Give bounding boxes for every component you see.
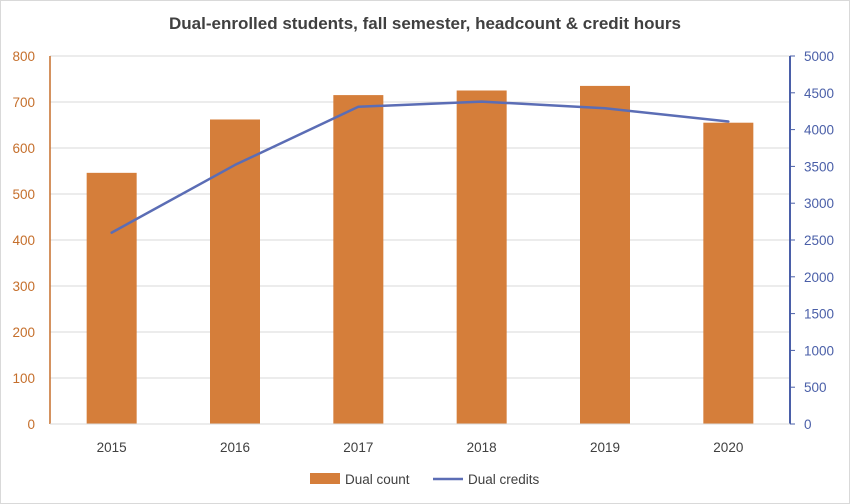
axes: 0 100 200 300 400 500 600 700 800 0 500 1000 1500 200… xyxy=(12,49,834,455)
legend-swatch-dual-count xyxy=(310,473,340,484)
line-dual-credits xyxy=(110,100,730,234)
y-right-tick-label: 4000 xyxy=(804,123,834,138)
x-tick-label: 2017 xyxy=(343,440,373,455)
y-right-tick-label: 1000 xyxy=(804,343,834,358)
y-right-tick-label: 500 xyxy=(804,380,827,395)
x-tick-label: 2018 xyxy=(467,440,497,455)
x-tick-label: 2015 xyxy=(97,440,127,455)
y-right-tick-label: 0 xyxy=(804,417,812,432)
y-left-tick-label: 500 xyxy=(12,187,35,202)
bar-dual-count-2019 xyxy=(580,85,630,425)
legend-label-dual-credits: Dual credits xyxy=(468,472,540,487)
y-left-tick-label: 200 xyxy=(12,325,35,340)
bar-dual-count-2018 xyxy=(456,90,507,424)
bar-dual-count-2017 xyxy=(333,95,384,424)
y-right-tick-label: 2500 xyxy=(804,233,834,248)
y-left-tick-label: 0 xyxy=(27,417,35,432)
y-right-tick-label: 3500 xyxy=(804,159,834,174)
bar-dual-count-2015 xyxy=(86,172,137,424)
bar-dual-count-2020 xyxy=(703,122,754,424)
legend-label-dual-count: Dual count xyxy=(345,472,410,487)
y-right-tick-label: 5000 xyxy=(804,49,834,64)
bar-dual-count-2016 xyxy=(210,119,260,424)
y-right-tick-label: 2000 xyxy=(804,270,834,285)
gridlines xyxy=(50,55,790,379)
x-tick-label: 2019 xyxy=(590,440,620,455)
x-tick-label: 2016 xyxy=(220,440,250,455)
y-left-tick-label: 100 xyxy=(12,371,35,386)
y-left-tick-label: 400 xyxy=(12,233,35,248)
chart-title: Dual-enrolled students, fall semester, h… xyxy=(169,14,681,33)
y-right-tick-label: 3000 xyxy=(804,196,834,211)
y-left-tick-label: 600 xyxy=(12,141,35,156)
y-left-tick-label: 300 xyxy=(12,279,35,294)
y-right-tick-label: 1500 xyxy=(804,307,834,322)
y-right-tick-label: 4500 xyxy=(804,86,834,101)
legend: Dual count Dual credits xyxy=(310,472,540,487)
y-left-tick-label: 800 xyxy=(12,49,35,64)
x-tick-label: 2020 xyxy=(713,440,743,455)
bar-series xyxy=(86,85,754,425)
line-series xyxy=(110,100,730,234)
y-left-tick-label: 700 xyxy=(12,95,35,110)
